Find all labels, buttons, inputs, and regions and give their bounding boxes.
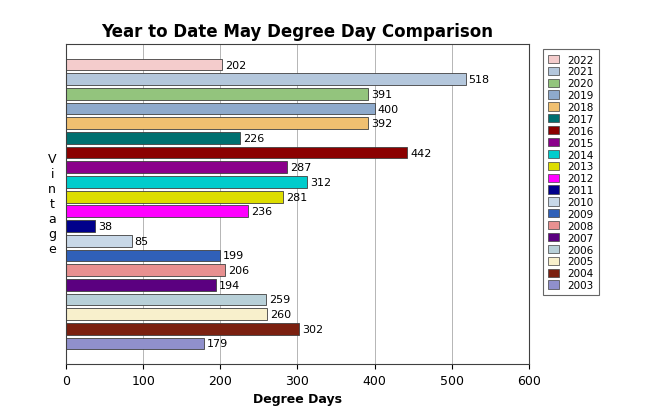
X-axis label: Degree Days: Degree Days bbox=[253, 392, 342, 405]
Text: 179: 179 bbox=[208, 339, 229, 348]
Text: 391: 391 bbox=[371, 90, 392, 100]
Bar bbox=[66, 103, 375, 115]
Bar bbox=[66, 133, 241, 144]
Bar bbox=[66, 338, 204, 350]
Text: 194: 194 bbox=[219, 280, 240, 290]
Text: 202: 202 bbox=[225, 61, 246, 70]
Bar bbox=[66, 118, 368, 130]
Y-axis label: V
i
n
t
a
g
e: V i n t a g e bbox=[48, 153, 56, 256]
Text: 400: 400 bbox=[377, 104, 399, 114]
Text: 259: 259 bbox=[269, 295, 290, 305]
Bar bbox=[66, 206, 248, 218]
Text: 199: 199 bbox=[223, 251, 244, 261]
Bar bbox=[66, 191, 283, 203]
Bar bbox=[66, 250, 219, 262]
Title: Year to Date May Degree Day Comparison: Year to Date May Degree Day Comparison bbox=[101, 23, 494, 40]
Text: 85: 85 bbox=[135, 236, 149, 246]
Text: 302: 302 bbox=[302, 324, 323, 334]
Bar bbox=[66, 59, 222, 71]
Bar bbox=[66, 147, 407, 159]
Bar bbox=[66, 162, 288, 174]
Text: 442: 442 bbox=[410, 148, 432, 158]
Bar bbox=[66, 177, 307, 189]
Text: 392: 392 bbox=[371, 119, 393, 129]
Bar bbox=[66, 279, 215, 291]
Text: 287: 287 bbox=[291, 163, 312, 173]
Text: 312: 312 bbox=[310, 178, 331, 187]
Bar bbox=[66, 89, 368, 101]
Text: 38: 38 bbox=[98, 222, 112, 231]
Text: 281: 281 bbox=[286, 192, 307, 202]
Text: 518: 518 bbox=[469, 75, 490, 85]
Bar bbox=[66, 235, 132, 247]
Text: 260: 260 bbox=[270, 309, 291, 319]
Text: 236: 236 bbox=[251, 207, 272, 217]
Bar bbox=[66, 220, 95, 232]
Bar bbox=[66, 323, 299, 335]
Bar bbox=[66, 294, 266, 306]
Bar bbox=[66, 74, 465, 86]
Legend: 2022, 2021, 2020, 2019, 2018, 2017, 2016, 2015, 2014, 2013, 2012, 2011, 2010, 20: 2022, 2021, 2020, 2019, 2018, 2017, 2016… bbox=[543, 50, 599, 296]
Text: 206: 206 bbox=[228, 265, 249, 275]
Text: 226: 226 bbox=[243, 134, 264, 144]
Bar bbox=[66, 308, 266, 320]
Bar bbox=[66, 265, 225, 276]
